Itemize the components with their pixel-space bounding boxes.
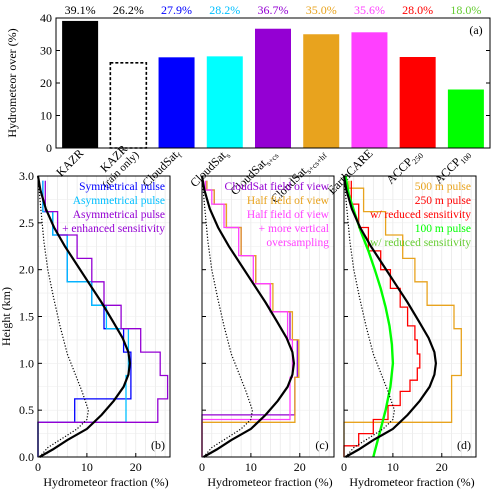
bar bbox=[447, 89, 484, 148]
bar bbox=[399, 57, 436, 148]
xtick-label: 0 bbox=[199, 460, 205, 474]
legend-entry: Asymmetrical pulse bbox=[73, 209, 165, 221]
ytick-label: 0.0 bbox=[19, 450, 34, 464]
reference-solid-line bbox=[36, 175, 132, 458]
ytick-label: 1.5 bbox=[19, 310, 34, 324]
series-line bbox=[343, 180, 462, 457]
legend-entry: 500 m pulse bbox=[415, 181, 471, 193]
category-label-sub: f bbox=[176, 151, 184, 159]
xlabel: Hydrometeor fraction (%) bbox=[207, 475, 332, 489]
bar-value-label: 35.6% bbox=[354, 3, 385, 17]
xtick-label: 10 bbox=[387, 460, 399, 474]
category-label-sub: s+cs+hf bbox=[304, 151, 329, 176]
panel-label: (c) bbox=[315, 438, 328, 452]
xtick-label: 10 bbox=[81, 460, 93, 474]
ytick-label-a: 20 bbox=[40, 76, 52, 90]
bar-value-label: 35.0% bbox=[306, 3, 337, 17]
xlabel: Hydrometeor fraction (%) bbox=[43, 475, 168, 489]
xtick-label: 0 bbox=[35, 460, 41, 474]
legend-entry: Half field of view bbox=[247, 209, 330, 221]
ytick-label-a: 10 bbox=[40, 109, 52, 123]
ylabel-group: Height (km) bbox=[0, 287, 13, 346]
category-label-main: EarthCARE bbox=[325, 146, 376, 197]
ylabel: Height (km) bbox=[0, 287, 13, 346]
bar-value-label: 18.0% bbox=[450, 3, 481, 17]
bar-value-label: 39.1% bbox=[65, 3, 96, 17]
category-label-group: EarthCARE bbox=[325, 146, 376, 197]
legend-entry: Symmetrical pulse bbox=[79, 181, 165, 193]
bar bbox=[158, 57, 195, 149]
legend-entry: w/ reduced sensitivity bbox=[370, 237, 471, 249]
category-label-sub: s bbox=[224, 151, 233, 160]
panel-label: (d) bbox=[457, 438, 471, 452]
ytick-label-a: 0 bbox=[46, 141, 52, 155]
ytick-label: 2.0 bbox=[19, 263, 34, 277]
bar-value-label: 28.2% bbox=[209, 3, 240, 17]
bar bbox=[109, 62, 148, 149]
ytick-label-a: 40 bbox=[40, 11, 52, 25]
legend-entry: 250 m pulse bbox=[415, 195, 471, 207]
bar bbox=[255, 28, 291, 149]
xtick-label: 20 bbox=[436, 460, 448, 474]
legend-entry: w/ reduced sensitivity bbox=[370, 209, 471, 221]
reference-solid-line bbox=[200, 175, 296, 458]
legend-entry: oversampling bbox=[266, 237, 329, 249]
xlabel: Hydrometeor fraction (%) bbox=[349, 475, 474, 489]
ylabel-a: Hydrometeor over (%) bbox=[5, 28, 19, 137]
series-line bbox=[37, 180, 169, 457]
legend-entry: CloudSat field of view bbox=[225, 181, 330, 193]
panel-label: (b) bbox=[151, 438, 165, 452]
reference-solid-line bbox=[342, 175, 438, 458]
panel-label-a: (a) bbox=[469, 23, 482, 37]
xtick-label: 20 bbox=[130, 460, 142, 474]
ytick-label: 2.5 bbox=[19, 216, 34, 230]
ytick-label-a: 30 bbox=[40, 44, 52, 58]
bar bbox=[62, 20, 99, 148]
xtick-label: 0 bbox=[341, 460, 347, 474]
xtick-label: 10 bbox=[245, 460, 257, 474]
category-label-main: CloudSat bbox=[187, 148, 229, 190]
category-label-group: KAZR bbox=[53, 146, 86, 179]
ytick-label: 1.0 bbox=[19, 356, 34, 370]
axes-frame-a bbox=[55, 17, 491, 149]
legend-entry: Asymmetrical pulse bbox=[73, 195, 165, 207]
bar bbox=[351, 32, 388, 148]
category-label: EarthCARE bbox=[325, 146, 376, 197]
bar-value-label: 27.9% bbox=[161, 3, 192, 17]
legend-entry: + enhanced sensitivity bbox=[62, 223, 165, 235]
ylabel-a-group: Hydrometeor over (%) bbox=[5, 28, 19, 137]
legend-entry: 100 m pulse bbox=[415, 223, 471, 235]
category-label: KAZR bbox=[53, 146, 86, 179]
bar bbox=[206, 56, 243, 148]
xtick-label: 20 bbox=[294, 460, 306, 474]
category-label-main: KAZR bbox=[53, 146, 86, 179]
legend-entry: Half field of view bbox=[247, 195, 330, 207]
ytick-label: 3.0 bbox=[19, 169, 34, 183]
bar-value-label: 28.0% bbox=[402, 3, 433, 17]
bar-value-label: 26.2% bbox=[113, 3, 144, 17]
bar-value-label: 36.7% bbox=[258, 3, 289, 17]
legend-entry: + more vertical bbox=[259, 223, 329, 235]
bar bbox=[303, 34, 340, 148]
ytick-label: 0.5 bbox=[19, 403, 34, 417]
